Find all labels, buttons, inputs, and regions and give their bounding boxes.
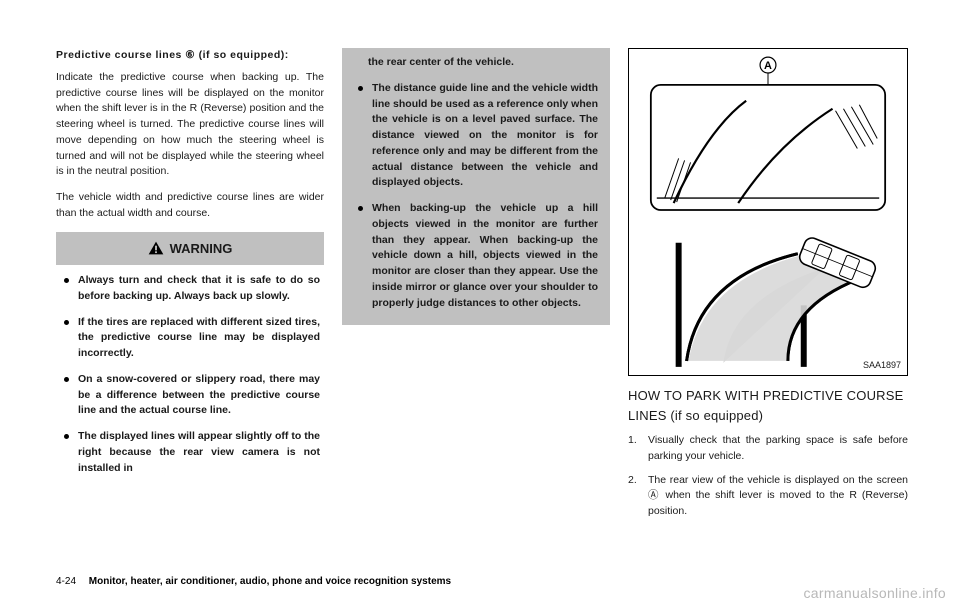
paragraph: Indicate the predictive course when back… [56, 70, 324, 180]
warning-item: When backing-up the vehicle up a hill ob… [354, 201, 598, 311]
paragraph: The vehicle width and predictive course … [56, 190, 324, 222]
warning-continuation-box: the rear center of the vehicle. The dist… [342, 48, 610, 325]
watermark: carmanualsonline.info [804, 585, 947, 601]
warning-box: WARNING Always turn and check that it is… [56, 232, 324, 477]
warning-label: WARNING [170, 239, 233, 259]
footer-text: Monitor, heater, air conditioner, audio,… [89, 576, 451, 587]
warning-list: The distance guide line and the vehicle … [350, 81, 602, 312]
columns: Predictive course lines ⑥ (if so equippe… [56, 48, 904, 528]
section-heading: HOW TO PARK WITH PREDICTIVE COURSE LINES… [628, 386, 908, 425]
warning-item: The displayed lines will appear slightly… [60, 429, 320, 476]
warning-list: Always turn and check that it is safe to… [56, 265, 324, 476]
steps-list: Visually check that the parking space is… [628, 433, 908, 520]
page-footer: 4-24 Monitor, heater, air conditioner, a… [56, 576, 451, 587]
subsection-heading: Predictive course lines ⑥ (if so equippe… [56, 48, 324, 64]
warning-header: WARNING [56, 232, 324, 266]
warning-item: If the tires are replaced with different… [60, 315, 320, 362]
page-number: 4-24 [56, 576, 76, 587]
step-item: The rear view of the vehicle is displaye… [628, 473, 908, 520]
column-3: A [628, 48, 908, 528]
column-1: Predictive course lines ⑥ (if so equippe… [56, 48, 324, 528]
column-2: the rear center of the vehicle. The dist… [342, 48, 610, 528]
diagram-marker-a: A [764, 60, 772, 72]
figure-label: SAA1897 [863, 359, 901, 373]
parking-diagram-icon: A [629, 49, 907, 375]
warning-item: On a snow-covered or slippery road, ther… [60, 372, 320, 419]
diagram-figure: A [628, 48, 908, 376]
manual-page: Predictive course lines ⑥ (if so equippe… [0, 0, 960, 556]
warning-continuation-text: the rear center of the vehicle. [350, 55, 602, 71]
warning-item: The distance guide line and the vehicle … [354, 81, 598, 191]
warning-item: Always turn and check that it is safe to… [60, 273, 320, 305]
warning-triangle-icon [148, 241, 164, 255]
step-item: Visually check that the parking space is… [628, 433, 908, 465]
